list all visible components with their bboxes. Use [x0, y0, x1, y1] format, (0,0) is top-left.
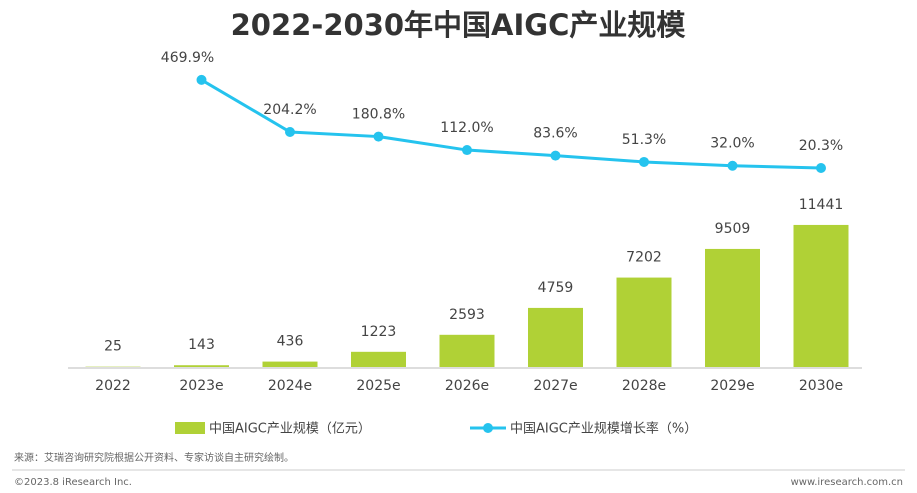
x-tick-label: 2023e: [179, 378, 223, 394]
line-point: [373, 131, 384, 142]
x-tick-label: 2029e: [710, 378, 754, 394]
line: [200, 78, 822, 170]
bar-value-label: 436: [277, 334, 304, 350]
bar: [439, 334, 495, 367]
x-tick-label: 2025e: [356, 378, 400, 394]
line-value-label: 112.0%: [440, 120, 493, 136]
x-tick-label: 2026e: [445, 378, 489, 394]
x-tick-label: 2022: [95, 378, 131, 394]
x-tick-label: 2028e: [622, 378, 666, 394]
bar-value-label: 2593: [449, 307, 485, 323]
bar-value-label: 4759: [538, 280, 574, 296]
x-tick-label: 2024e: [268, 378, 312, 394]
bar-value-label: 9509: [715, 221, 751, 237]
legend-label: 中国AIGC产业规模增长率（%）: [510, 421, 697, 437]
source-note: 来源：艾瑞咨询研究院根据公开资料、专家访谈自主研究绘制。: [14, 451, 294, 464]
x-tick-label: 2027e: [533, 378, 577, 394]
bar: [616, 277, 672, 367]
bar: [351, 351, 406, 367]
bar: [793, 224, 849, 367]
line-value-label: 51.3%: [622, 132, 666, 148]
bar-value-label: 25: [104, 339, 122, 355]
bar: [528, 307, 583, 367]
line-value-label: 469.9%: [161, 50, 214, 66]
line-point: [285, 126, 295, 137]
line-value-label: 20.3%: [799, 138, 843, 154]
bar-value-label: 11441: [799, 197, 844, 213]
legend-label: 中国AIGC产业规模（亿元）: [209, 422, 371, 437]
line-point: [727, 160, 738, 171]
line-point: [196, 74, 207, 85]
line-value-label: 204.2%: [263, 102, 316, 118]
bar-value-label: 7202: [626, 250, 662, 266]
copyright: ©2023.8 iResearch Inc.: [14, 477, 132, 488]
legend-swatch: [175, 422, 205, 434]
x-tick-label: 2030e: [799, 378, 843, 394]
line-point: [639, 156, 649, 167]
line-value-label: 32.0%: [710, 136, 754, 152]
line-point: [816, 163, 826, 174]
line-value-label: 83.6%: [533, 126, 577, 142]
website: www.iresearch.com.cn: [791, 477, 903, 488]
bar-value-label: 143: [188, 337, 215, 353]
chart-title: 2022-2030年中国AIGC产业规模: [231, 8, 687, 42]
bar: [262, 361, 318, 367]
line-point: [462, 145, 472, 156]
line-point: [550, 150, 561, 161]
bar: [705, 248, 760, 367]
bar-value-label: 1223: [361, 324, 397, 340]
legend-swatch: [483, 423, 493, 433]
bar: [174, 365, 229, 367]
line-value-label: 180.8%: [352, 107, 405, 123]
